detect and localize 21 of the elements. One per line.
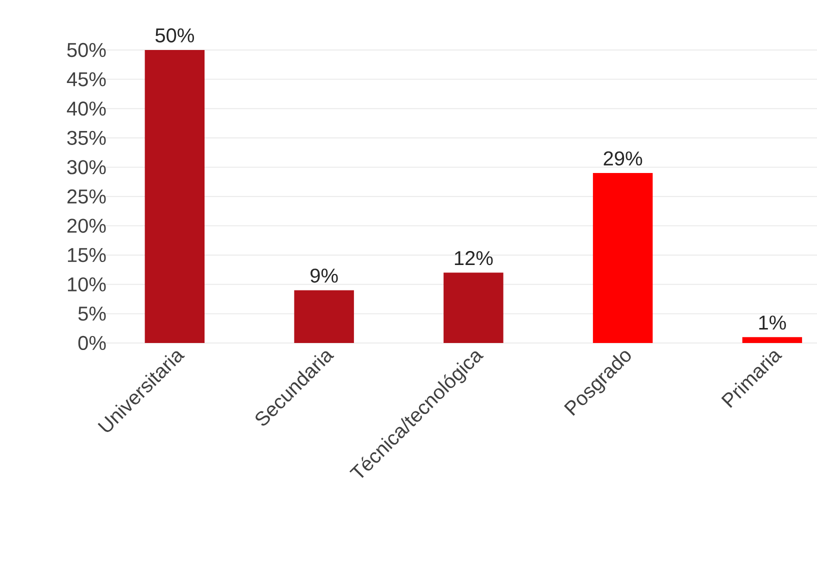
y-tick-label: 30% — [67, 160, 106, 174]
y-tick-label: 40% — [66, 102, 106, 116]
data-label: 29% — [604, 151, 642, 166]
bar — [144, 50, 205, 343]
data-label: 12% — [454, 251, 493, 266]
y-tick-label: 45% — [66, 72, 106, 86]
bar — [742, 337, 802, 343]
y-tick-label: 50% — [67, 42, 106, 58]
y-tick-label: 20% — [67, 218, 106, 233]
y-tick-label: 0% — [78, 336, 106, 350]
data-label: 1% — [759, 316, 786, 330]
y-tick-label: 35% — [67, 130, 106, 145]
bar — [444, 272, 504, 343]
y-tick-label: 25% — [67, 189, 106, 204]
data-label: 50% — [155, 28, 194, 42]
data-label: 9% — [310, 268, 338, 283]
y-tick-label: 10% — [68, 277, 106, 292]
bar — [592, 173, 653, 343]
bar — [294, 290, 354, 343]
y-tick-label: 5% — [78, 306, 106, 321]
y-tick-label: 15% — [68, 248, 106, 262]
